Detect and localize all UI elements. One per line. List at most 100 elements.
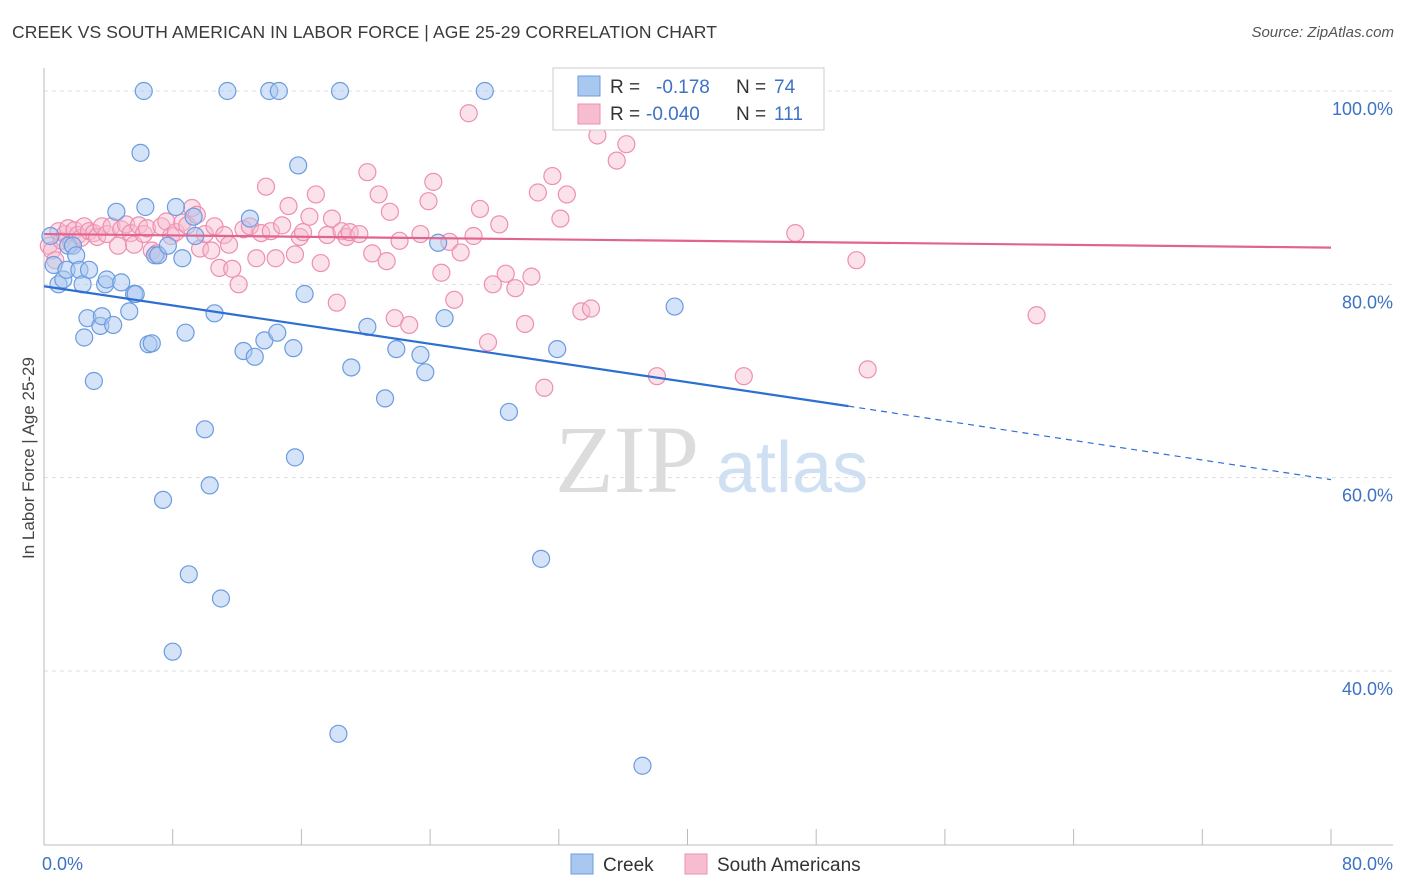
south-americans-point <box>108 236 128 255</box>
south-americans-point <box>390 231 409 250</box>
south-americans-point <box>369 185 388 204</box>
creek-point <box>134 81 153 101</box>
creek-point <box>289 156 308 175</box>
creek-point <box>284 339 303 358</box>
creek-point <box>75 328 94 347</box>
creek-point <box>429 233 448 252</box>
south-americans-point <box>363 244 382 263</box>
x-tick-label-left: 0.0% <box>42 854 83 874</box>
creek-point <box>176 323 195 342</box>
south-americans-point <box>464 226 483 246</box>
creek-trend-line <box>43 285 849 408</box>
creek-point <box>163 642 182 661</box>
south-americans-point <box>535 378 554 397</box>
south-americans-point <box>522 267 541 286</box>
creek-point <box>136 197 155 217</box>
y-tick-label: 80.0% <box>1342 292 1393 312</box>
grid-lines <box>44 90 1393 672</box>
creek-point <box>375 389 395 408</box>
south-americans-point <box>551 209 570 228</box>
y-tick-label: 40.0% <box>1342 679 1393 699</box>
south-americans-point <box>490 215 509 234</box>
creek-point <box>131 143 150 162</box>
chart-title: CREEK VS SOUTH AMERICAN IN LABOR FORCE |… <box>12 22 718 42</box>
creek-point <box>416 363 435 382</box>
south-americans-point <box>327 293 346 312</box>
creek-point <box>79 260 99 279</box>
south-americans-point <box>256 177 276 196</box>
watermark: ZIP atlas <box>555 406 868 513</box>
south-americans-point <box>350 224 369 244</box>
creek-point <box>195 420 214 439</box>
south-americans-point <box>311 253 330 273</box>
legend-creek-label: Creek <box>603 855 654 876</box>
south-americans-point <box>266 249 285 268</box>
creek-point <box>104 315 123 335</box>
south-americans-point <box>543 166 562 186</box>
south-americans-point <box>223 259 242 278</box>
south-americans-point <box>293 223 313 242</box>
legend-n-value-2: 111 <box>774 104 803 125</box>
creek-point <box>173 249 192 268</box>
south-americans-swatch <box>577 103 601 125</box>
south-americans-point <box>306 185 325 204</box>
south-americans-point <box>272 216 292 235</box>
x-tick-label-right: 80.0% <box>1342 854 1393 874</box>
legend-south-americans-swatch <box>684 853 708 875</box>
creek-point <box>153 490 173 509</box>
south-americans-point <box>137 219 157 238</box>
creek-point <box>184 207 203 226</box>
south-americans-point <box>358 163 377 182</box>
y-tick-label: 60.0% <box>1342 486 1393 506</box>
stats-legend: R = -0.178 N = 74 R = -0.040 N = 111 <box>552 67 825 131</box>
creek-point <box>268 323 287 342</box>
creek-point <box>158 236 177 255</box>
south-americans-point <box>300 207 319 226</box>
south-americans-point <box>400 315 419 335</box>
creek-point <box>211 589 231 608</box>
creek-point <box>84 371 103 391</box>
south-americans-point <box>528 183 547 202</box>
creek-points <box>41 81 771 775</box>
south-americans-point <box>247 249 266 268</box>
south-americans-point <box>451 243 470 262</box>
south-americans-point <box>380 202 399 221</box>
south-americans-point <box>478 333 498 352</box>
south-americans-point <box>786 224 805 243</box>
creek-point <box>41 226 60 246</box>
creek-point <box>166 197 186 217</box>
south-americans-point <box>219 235 239 254</box>
axes <box>43 68 1393 846</box>
south-americans-point <box>202 241 221 260</box>
south-americans-point <box>377 252 396 271</box>
creek-point <box>329 724 348 743</box>
creek-point <box>411 345 430 364</box>
south-americans-point <box>419 192 438 211</box>
south-americans-point <box>229 275 248 294</box>
creek-point <box>342 358 361 377</box>
creek-point <box>240 209 260 228</box>
south-americans-point <box>459 104 478 123</box>
creek-point <box>285 448 305 467</box>
legend-south-americans-label: South Americans <box>717 855 861 876</box>
south-americans-trend-line <box>43 232 1332 249</box>
creek-point <box>120 302 139 321</box>
legend-r-value-2: -0.040 <box>646 104 700 125</box>
creek-point <box>179 565 198 584</box>
south-americans-point <box>734 367 753 386</box>
legend-n-value-1: 74 <box>774 77 796 98</box>
creek-point <box>665 297 684 316</box>
creek-point <box>107 202 126 221</box>
creek-point <box>112 273 131 292</box>
south-americans-point <box>506 279 525 298</box>
south-americans-point <box>424 172 443 191</box>
watermark-atlas: atlas <box>716 428 868 508</box>
south-americans-point <box>515 314 535 334</box>
south-americans-point <box>116 215 136 234</box>
legend-r-label-2: R = <box>610 104 640 125</box>
creek-point <box>532 549 551 568</box>
creek-point <box>330 81 350 101</box>
south-americans-point <box>210 258 229 277</box>
creek-point <box>499 402 519 422</box>
